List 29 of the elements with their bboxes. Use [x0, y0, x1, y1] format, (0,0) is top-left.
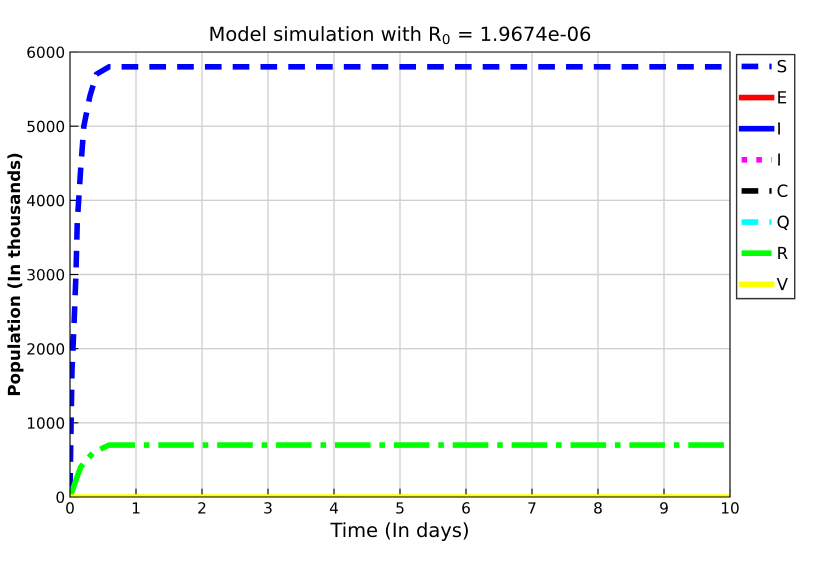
y-tick-label: 5000: [27, 120, 64, 132]
y-tick-label: 0: [56, 491, 64, 504]
legend-label: R: [778, 246, 788, 260]
x-tick-label: 1: [132, 502, 140, 514]
x-tick-label: 3: [264, 502, 272, 514]
x-axis-title: Time (In days): [330, 522, 468, 542]
legend-label: C: [778, 184, 788, 197]
y-tick-label: 3000: [27, 268, 64, 281]
y-tick-label: 2000: [27, 343, 64, 355]
y-tick-label: 1000: [28, 417, 64, 429]
x-tick-label: 4: [330, 502, 338, 514]
x-tick-label: 2: [198, 502, 206, 514]
chart-title: Model simulation with R$_{0}$ = 1.9674e-06: [210, 26, 590, 44]
y-tick-label: 4000: [27, 194, 64, 206]
legend-label: V: [776, 278, 788, 290]
legend-label: S: [778, 60, 786, 72]
x-tick-label: 5: [396, 502, 404, 514]
x-tick-label: 7: [528, 502, 536, 514]
legend-label: I: [778, 153, 780, 166]
legend-label: I: [778, 122, 780, 135]
y-tick-label: 6000: [27, 46, 64, 58]
x-tick-label: 9: [660, 502, 668, 514]
x-tick-label: 8: [594, 502, 602, 514]
x-tick-label: 0: [66, 502, 74, 514]
legend-label: E: [778, 91, 786, 104]
legend-label: Q: [778, 216, 789, 230]
y-axis-title: Population (In thousands): [7, 154, 24, 396]
x-tick-label: 10: [722, 502, 739, 514]
x-tick-label: 6: [462, 502, 470, 514]
